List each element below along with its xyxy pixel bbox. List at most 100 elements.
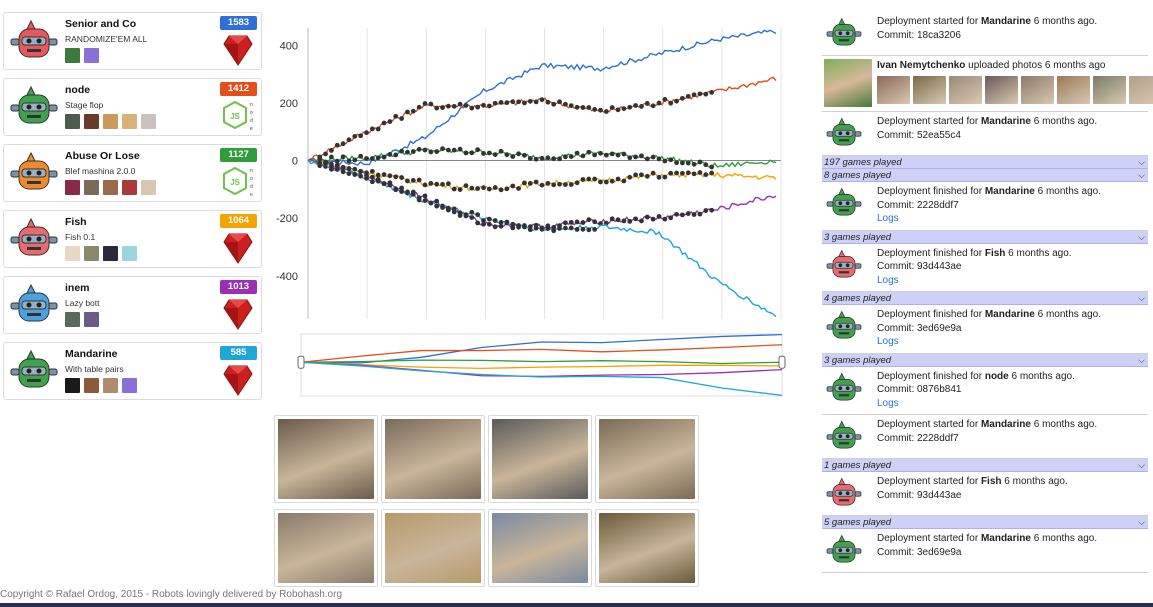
member-avatar[interactable] bbox=[84, 246, 99, 261]
feed-time: 6 months ago. bbox=[1034, 309, 1102, 320]
member-avatar[interactable] bbox=[65, 312, 80, 327]
games-played-bar[interactable]: 8 games played ⌵ bbox=[822, 169, 1148, 182]
photo-thumbnail[interactable] bbox=[949, 75, 982, 104]
photo-thumbnail[interactable] bbox=[1129, 75, 1153, 104]
logs-link[interactable]: Logs bbox=[877, 397, 899, 409]
photo-thumbnail[interactable] bbox=[913, 75, 946, 104]
series-point bbox=[656, 174, 662, 180]
member-avatar[interactable] bbox=[103, 180, 118, 195]
photo-tile[interactable] bbox=[274, 509, 378, 587]
chevron-down-icon[interactable]: ⌵ bbox=[1138, 231, 1145, 242]
team-motto: Stage flop bbox=[65, 100, 104, 110]
series-point bbox=[697, 91, 703, 97]
team-card[interactable]: Senior and Co RANDOMIZE'EM ALL 1583 bbox=[3, 12, 262, 70]
chevron-down-icon[interactable]: ⌵ bbox=[1138, 460, 1145, 470]
games-played-bar[interactable]: 4 games played ⌵ bbox=[822, 292, 1148, 305]
logs-link[interactable]: Logs bbox=[877, 213, 899, 224]
chevron-down-icon[interactable]: ⌵ bbox=[1138, 354, 1145, 365]
series-point bbox=[463, 150, 469, 156]
photo-tile[interactable] bbox=[595, 415, 699, 503]
games-played-bar[interactable]: 3 games played ⌵ bbox=[822, 353, 1148, 367]
feed-text: Ivan Nemytchenko uploaded photos 6 month… bbox=[877, 59, 1153, 107]
games-played-bar[interactable]: 197 games played ⌵ bbox=[822, 156, 1148, 169]
logs-link[interactable]: Logs bbox=[877, 336, 899, 347]
series-point bbox=[364, 156, 369, 161]
member-avatar[interactable] bbox=[103, 114, 118, 129]
member-avatar[interactable] bbox=[84, 312, 99, 327]
series-point bbox=[580, 105, 586, 110]
member-avatar[interactable] bbox=[84, 114, 99, 129]
robot-avatar bbox=[9, 217, 59, 263]
team-card[interactable]: node Stage flop 1412 JS n o d e bbox=[3, 78, 262, 136]
member-avatar[interactable] bbox=[65, 180, 80, 195]
feed-line: Deployment finished for node 6 months ag… bbox=[877, 370, 1075, 384]
photo-thumbnail[interactable] bbox=[1057, 75, 1090, 104]
feed-text: Deployment started for Mandarine 6 month… bbox=[877, 532, 1097, 568]
member-avatar[interactable] bbox=[65, 378, 80, 393]
member-avatar[interactable] bbox=[141, 180, 156, 195]
member-avatar[interactable] bbox=[84, 48, 99, 63]
photo-thumbnail[interactable] bbox=[1021, 75, 1054, 104]
member-avatar[interactable] bbox=[122, 378, 137, 393]
member-avatar[interactable] bbox=[141, 114, 156, 129]
games-played-bar[interactable]: 3 games played ⌵ bbox=[822, 230, 1148, 244]
logs-link[interactable]: Logs bbox=[877, 274, 899, 286]
photo-tile[interactable] bbox=[274, 415, 378, 503]
robot-icon bbox=[824, 310, 864, 344]
team-card[interactable]: Fish Fish 0.1 1064 bbox=[3, 210, 262, 268]
member-avatar[interactable] bbox=[84, 180, 99, 195]
member-avatar[interactable] bbox=[122, 114, 137, 129]
range-handle-right[interactable] bbox=[778, 355, 786, 369]
member-avatar[interactable] bbox=[84, 378, 99, 393]
photo-tile[interactable] bbox=[488, 509, 592, 587]
series-point bbox=[662, 174, 668, 180]
series-point bbox=[510, 154, 516, 159]
range-handle-left[interactable] bbox=[297, 355, 305, 369]
photo-thumbnail[interactable] bbox=[877, 75, 910, 104]
member-avatar[interactable] bbox=[122, 246, 137, 261]
series-point bbox=[416, 146, 422, 152]
photo-thumbnail[interactable] bbox=[985, 75, 1018, 104]
series-point bbox=[492, 224, 498, 230]
member-avatar[interactable] bbox=[122, 180, 137, 195]
range-navigator[interactable] bbox=[296, 330, 786, 400]
photo-tile[interactable] bbox=[595, 509, 699, 587]
member-avatar[interactable] bbox=[103, 246, 118, 261]
series-point bbox=[709, 170, 715, 176]
series-point bbox=[381, 154, 387, 160]
chevron-down-icon[interactable]: ⌵ bbox=[1138, 170, 1145, 180]
chevron-down-icon[interactable]: ⌵ bbox=[1138, 293, 1145, 303]
team-card[interactable]: inem Lazy bott 1013 bbox=[3, 276, 262, 334]
games-played-bar[interactable]: 5 games played ⌵ bbox=[822, 516, 1148, 529]
team-card[interactable]: Abuse Or Lose Blef mashina 2.0.0 1127 JS n… bbox=[3, 144, 262, 202]
chevron-down-icon[interactable]: ⌵ bbox=[1138, 157, 1145, 167]
series-point bbox=[639, 172, 644, 178]
series-point bbox=[603, 152, 609, 158]
series-point bbox=[697, 159, 703, 165]
series-point bbox=[680, 170, 685, 176]
series-point bbox=[568, 219, 574, 225]
photo-tile[interactable] bbox=[488, 415, 592, 503]
feed-team: Mandarine bbox=[980, 116, 1031, 127]
member-avatar[interactable] bbox=[103, 378, 118, 393]
series-point bbox=[598, 150, 603, 156]
series-point bbox=[609, 216, 615, 222]
series-point bbox=[650, 154, 656, 160]
team-members bbox=[65, 312, 99, 327]
member-avatar[interactable] bbox=[65, 48, 80, 63]
robot-icon bbox=[824, 372, 864, 406]
member-avatar[interactable] bbox=[65, 114, 80, 129]
series-point bbox=[516, 151, 521, 157]
chevron-down-icon[interactable]: ⌵ bbox=[1138, 517, 1145, 527]
series-point bbox=[405, 109, 410, 115]
member-avatar[interactable] bbox=[65, 246, 80, 261]
series-point bbox=[650, 216, 656, 222]
team-name: Mandarine bbox=[65, 348, 118, 360]
photo-tile[interactable] bbox=[381, 509, 485, 587]
series-point bbox=[522, 223, 527, 228]
photo-thumbnail[interactable] bbox=[1093, 75, 1126, 104]
team-card[interactable]: Mandarine With table pairs 585 bbox=[3, 342, 262, 400]
games-played-bar[interactable]: 1 games played ⌵ bbox=[822, 459, 1148, 472]
photo-tile[interactable] bbox=[381, 415, 485, 503]
team-photo bbox=[385, 419, 481, 499]
